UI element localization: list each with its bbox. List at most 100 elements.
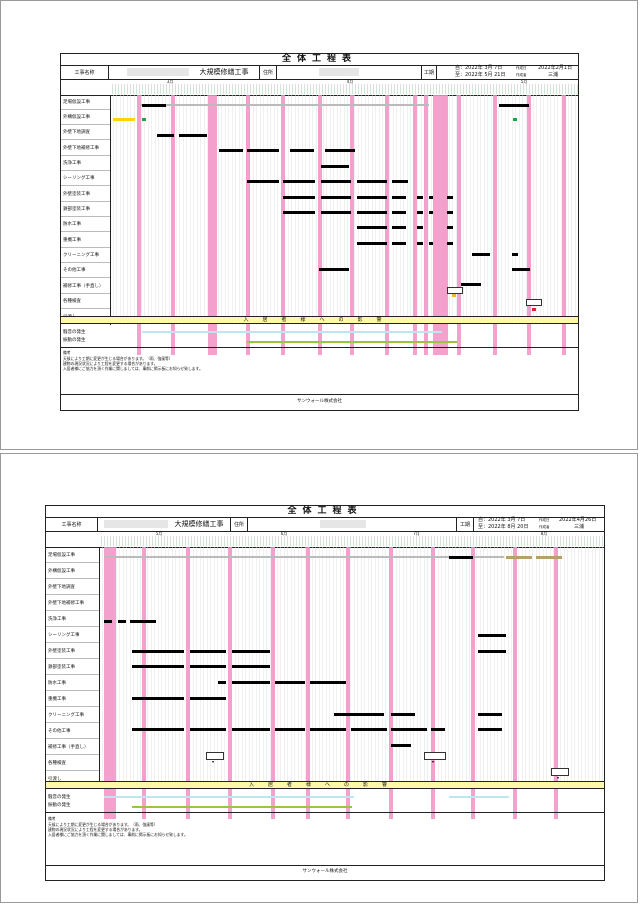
task-bar [392,211,406,214]
holiday-column [527,95,531,355]
created-label: 作成日 [539,518,550,522]
holiday-column [346,547,350,819]
task-row: 外壁下地補修工事 [61,140,110,156]
task-bar [218,681,226,684]
task-bar [283,211,315,214]
redacted-block [320,520,366,528]
task-row: クリーニング工事 [61,248,110,263]
task-bar [219,149,243,152]
project-label: 工事名称 [46,517,98,531]
weekday-row [110,89,578,94]
task-row: 鉄部塗装工事 [46,659,99,675]
milestone-marker [432,761,434,763]
task-row: クリーニング工事 [46,707,99,723]
task-bar [325,149,355,152]
task-bar [247,149,279,152]
task-bar [275,681,305,684]
milestone-marker [142,118,146,121]
task-bar [190,728,226,731]
task-bar [232,728,270,731]
effect-label: 騒音の発生 [48,795,71,800]
task-bar [417,196,423,199]
project-label: 工事名称 [61,65,109,79]
remark-line: 入居者様にご協力を頂く作業に関しましては、事前に掲示板にお知らせ致します。 [48,832,188,837]
task-row: 洗浄工事 [61,156,110,171]
task-bar [431,728,445,731]
title-row: 全体工程表 [46,506,604,518]
task-bar [132,697,184,700]
task-bar [321,180,351,183]
task-bar [130,620,156,623]
task-bar [391,713,415,716]
effect-label: 振動の発生 [48,803,71,808]
created-label: 作成日 [516,66,527,70]
holiday-column [424,95,428,355]
task-bar [190,650,226,653]
holiday-column [228,547,232,819]
task-bar [478,634,506,637]
task-row: その他工事 [46,723,99,739]
task-bar [391,744,411,747]
redacted-block [104,520,168,528]
task-row: その他工事 [61,263,110,278]
task-bar [417,211,423,214]
holiday-column [281,95,285,355]
task-bar [447,211,453,214]
period-from: 自：2022年 3月 7日 [455,65,503,71]
handover-box [526,299,542,306]
created-date: 2022年2月1日 [538,65,573,71]
task-bar [512,268,530,271]
schedule-page-2: 全体工程表 工事名称 大規模修繕工事 住所 工期 自：2022年 3月 7日 至… [0,453,638,903]
task-row: 外壁下地調査 [46,579,99,595]
holiday-column [271,547,275,819]
page-title: 全体工程表 [287,506,363,516]
schedule-line [104,556,504,558]
period-to: 至：2022年 5月 21日 [455,72,506,78]
holiday-column [350,95,354,355]
divider [46,865,604,866]
holiday-column [186,547,190,819]
task-bar [392,226,406,229]
remark-line: 天候により工期に変更が生じる場合があります。（雨、強風等） [48,822,158,827]
handover-box [551,768,569,776]
redacted-block [319,68,359,76]
task-row: 外壁塗装工事 [61,186,110,202]
task-bar [461,283,481,286]
inspection-box [447,287,463,294]
created-date: 2022年4月26日 [559,517,597,523]
schedule-sheet: 全体工程表 工事名称 大規模修繕工事 住所 工期 自：2022年 3月 7日 至… [60,53,579,411]
holiday-column [142,547,146,819]
task-bar [310,681,346,684]
task-bar [447,242,453,245]
redacted-block [127,68,189,76]
task-bar [447,226,453,229]
effect-label: 振動の発生 [63,338,86,343]
task-row: シーリング工事 [46,627,99,643]
schedule-line [139,104,429,106]
vibration-bar [247,341,457,343]
remark-line: 入居者様にご協力を頂く作業に関しましては、事前に掲示板にお知らせ致します。 [63,366,203,371]
author-name: 三浦 [548,72,559,78]
task-bar [190,697,226,700]
task-bar [142,104,166,107]
task-bar [283,180,315,183]
period-label: 工期 [421,65,437,79]
remark-line: 建物の現況状況により工程を変更する場合があります。 [63,361,158,366]
milestone-marker [557,777,559,779]
task-bar [357,242,387,245]
holiday-column [433,95,448,355]
task-row: 各種検査 [46,755,99,771]
task-bar [321,196,351,199]
task-bar [472,253,490,256]
task-bar [275,728,305,731]
task-bar [391,728,427,731]
project-name: 大規模修繕工事 [199,68,249,76]
task-bar [478,713,502,716]
calendar-header: 5月 6月 7月 8月 [46,531,604,548]
task-bar [478,650,506,653]
task-bar [429,196,433,199]
task-bar [283,196,315,199]
holiday-column [104,547,116,819]
task-bar [132,728,184,731]
remarks-title: 備考 [63,350,71,355]
